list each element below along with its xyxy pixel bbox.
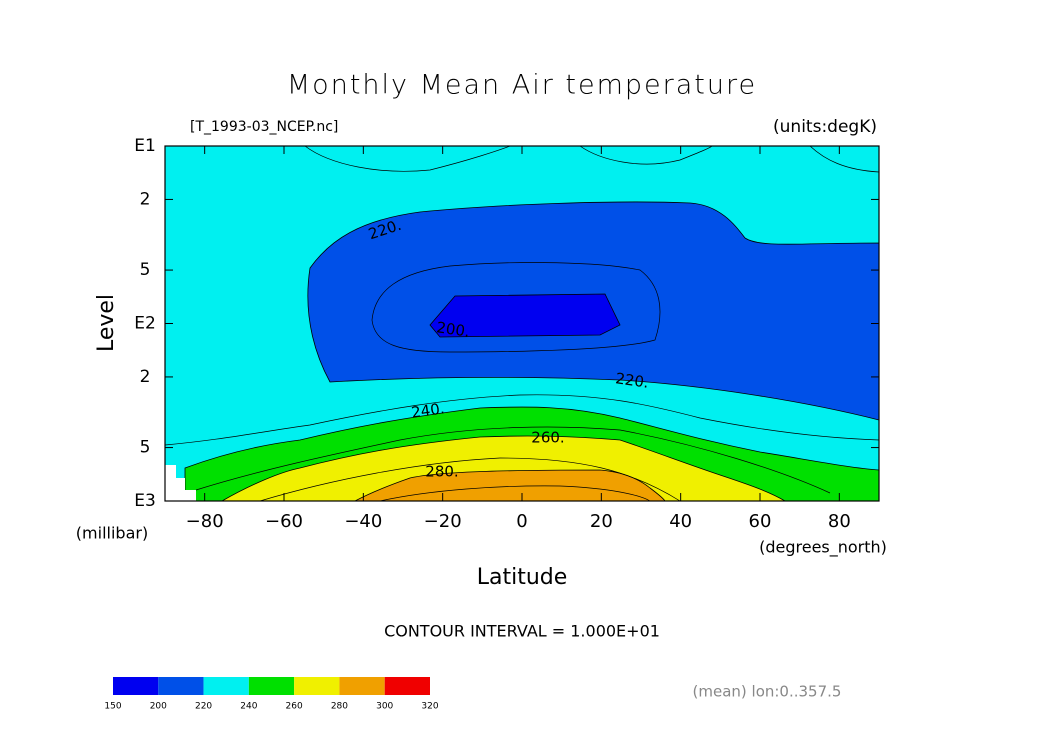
colorbar-label: 260 [286,702,303,712]
x-tick-label: −80 [186,511,224,532]
contour-line [195,426,831,494]
contour-line [579,145,713,165]
x-tick-label: 20 [590,511,613,532]
contour-label: 200. [435,318,471,340]
colorbar-box [294,677,340,695]
note: (mean) lon:0..357.5 [693,683,842,701]
contour-line [164,394,880,446]
x-tick-label: 40 [669,511,692,532]
colorbar-box [339,677,385,695]
y-tick-label: 2 [140,367,151,387]
y-tick-label: E3 [134,491,156,511]
contour-line [259,457,681,502]
contour-line [379,485,651,502]
contour-fill [429,293,621,338]
colorbar-label: 240 [240,702,257,712]
y-tick-label: 5 [140,260,151,280]
y-tick-label: E1 [134,136,156,156]
colorbar-label: 320 [421,702,438,712]
y-tick-label: 2 [140,189,151,209]
colorbar-box [248,677,295,695]
colorbar-label: 220 [195,702,212,712]
x-tick-label: 0 [516,511,527,532]
contour-label: 220. [614,369,650,391]
contour-interval: CONTOUR INTERVAL = 1.000E+01 [384,622,660,641]
colorbar-box [158,677,204,695]
colorbar-box [113,677,159,695]
x-tick-label: 60 [749,511,772,532]
colorbar-label: 300 [376,702,393,712]
units-label: (units:degK) [773,117,877,137]
x-unit: (degrees_north) [759,538,887,558]
file-label: [T_1993-03_NCEP.nc] [190,119,338,135]
colorbar-label: 200 [150,702,167,712]
x-axis-title: Latitude [477,565,568,590]
contour-line [304,145,511,172]
x-tick-label: −40 [344,511,382,532]
colorbar-box [384,677,430,695]
contour-label: 280. [425,463,458,481]
contour-label: 240. [410,399,446,421]
x-tick-label: 80 [828,511,851,532]
colorbar-label: 280 [331,702,348,712]
x-tick-label: −20 [424,511,462,532]
x-tick-label: −60 [265,511,303,532]
chart-title: Monthly Mean Air temperature [287,70,757,101]
contour-line [809,145,880,173]
colorbar-box [203,677,249,695]
contour-fill [354,469,666,502]
ground-mask [165,465,196,501]
contour-line [371,262,661,353]
y-tick-label: E2 [134,314,156,334]
y-unit: (millibar) [76,524,148,543]
y-axis-title: Level [94,294,119,352]
y-tick-label: 5 [140,438,151,458]
colorbar-label: 150 [104,702,121,712]
contour-label: 260. [531,429,564,447]
